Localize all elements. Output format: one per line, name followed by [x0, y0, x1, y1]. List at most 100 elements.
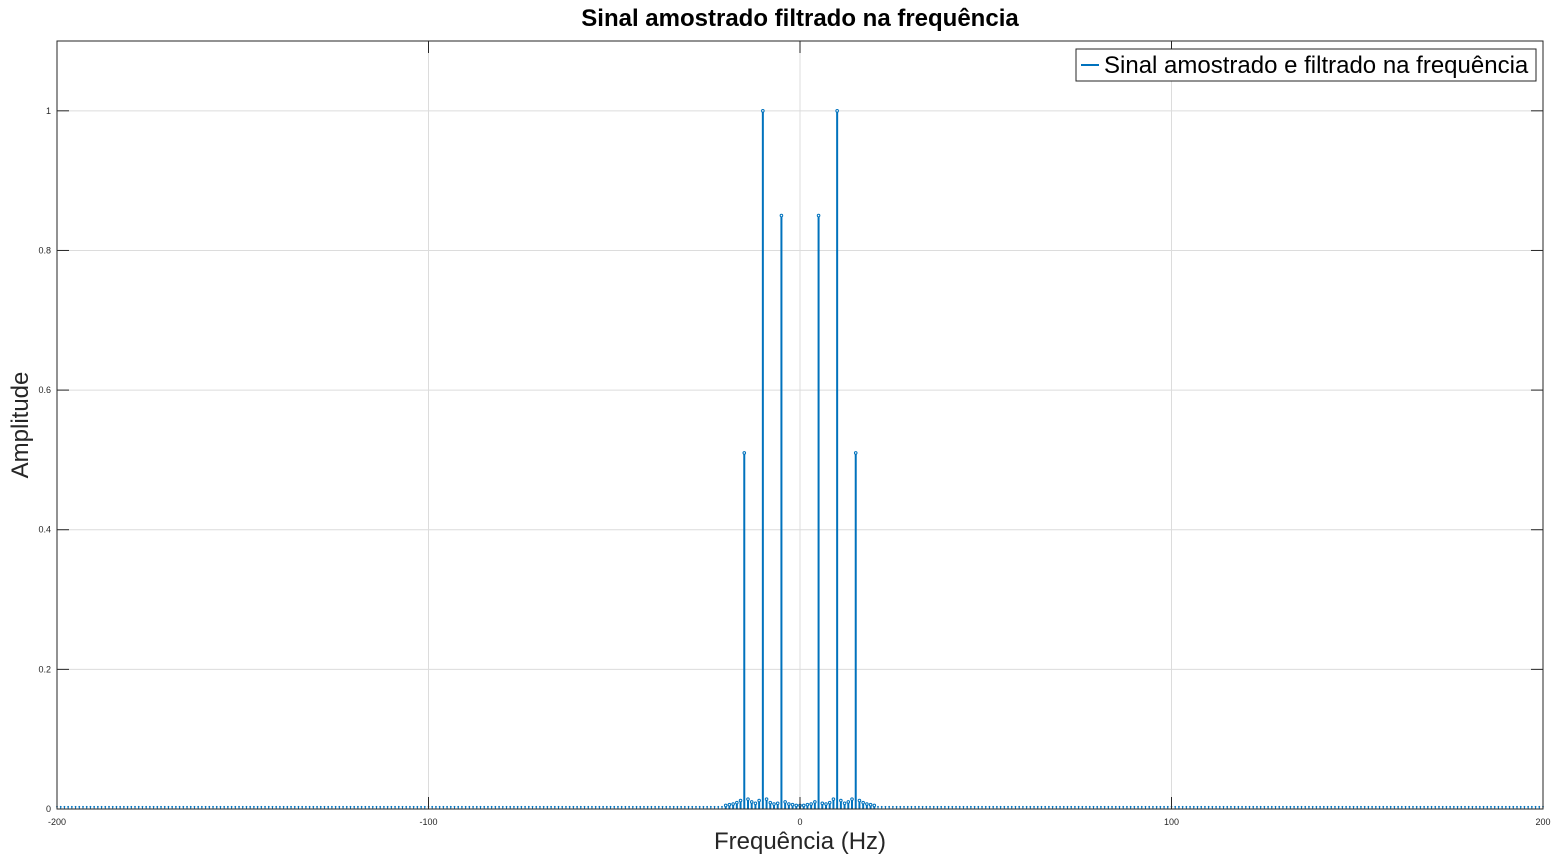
baseline-marker: [639, 805, 642, 808]
baseline-marker: [1516, 805, 1518, 808]
baseline-marker: [204, 805, 207, 808]
baseline-marker: [119, 805, 122, 808]
stem-marker: [850, 797, 854, 801]
stem-marker: [868, 802, 873, 807]
y-tick-label: 1: [46, 106, 51, 116]
baseline-marker: [1345, 805, 1348, 808]
stem-marker: [835, 109, 839, 113]
baseline-marker: [386, 805, 389, 808]
baseline-marker: [200, 805, 203, 808]
baseline-marker: [1192, 805, 1195, 808]
plot-area: [56, 40, 1544, 810]
baseline-marker: [74, 805, 77, 808]
baseline-marker: [397, 805, 400, 808]
stem-marker: [865, 802, 869, 806]
stem-marker: [790, 802, 795, 807]
baseline-marker: [316, 805, 318, 808]
y-tick-label: 0.2: [38, 664, 51, 674]
baseline-marker: [1129, 805, 1132, 808]
baseline-marker: [1337, 805, 1340, 808]
baseline-marker: [1241, 805, 1243, 808]
baseline-marker: [546, 805, 549, 808]
baseline-marker: [1074, 805, 1076, 808]
baseline-marker: [903, 805, 905, 808]
baseline-marker: [691, 805, 694, 808]
baseline-marker: [264, 805, 266, 808]
baseline-marker: [617, 805, 619, 808]
x-tick-label: 0: [797, 817, 802, 827]
baseline-marker: [1144, 805, 1147, 808]
baseline-marker: [579, 805, 582, 808]
baseline-marker: [156, 805, 159, 808]
baseline-marker: [669, 805, 671, 808]
baseline-marker: [1103, 805, 1106, 808]
baseline-marker: [1386, 805, 1388, 808]
baseline-marker: [290, 805, 292, 808]
baseline-marker: [557, 805, 560, 808]
baseline-marker: [1478, 805, 1481, 808]
stem-marker: [831, 797, 836, 801]
baseline-marker: [1289, 805, 1292, 808]
baseline-marker: [1230, 805, 1232, 808]
baseline-marker: [501, 805, 504, 808]
baseline-marker: [371, 805, 374, 808]
baseline-marker: [1471, 805, 1474, 808]
stem-marker: [723, 803, 728, 808]
baseline-marker: [267, 805, 270, 808]
baseline-marker: [672, 805, 675, 808]
baseline-marker: [219, 805, 222, 808]
baseline-marker: [1036, 805, 1039, 808]
baseline-marker: [1196, 805, 1199, 808]
baseline-marker: [709, 805, 712, 808]
baseline-marker: [1304, 805, 1307, 808]
baseline-marker: [631, 805, 634, 808]
baseline-marker: [1059, 805, 1061, 808]
baseline-marker: [591, 805, 593, 808]
baseline-marker: [394, 805, 396, 808]
stem-marker: [757, 798, 761, 803]
baseline-marker: [513, 805, 515, 808]
baseline-marker: [338, 805, 341, 808]
baseline-marker: [163, 805, 166, 808]
baseline-marker: [160, 805, 162, 808]
baseline-marker: [1393, 805, 1396, 808]
stem-marker: [872, 803, 877, 808]
legend-box: [1075, 48, 1537, 82]
baseline-marker: [435, 805, 437, 808]
baseline-marker: [260, 805, 263, 808]
baseline-marker: [899, 805, 902, 808]
baseline-marker: [1256, 805, 1258, 808]
baseline-marker: [1114, 805, 1117, 808]
baseline-marker: [1081, 805, 1084, 808]
y-tick-label: 0: [46, 804, 51, 814]
baseline-marker: [293, 805, 296, 808]
baseline-marker: [405, 805, 408, 808]
baseline-marker: [657, 805, 660, 808]
stem-marker: [768, 800, 773, 805]
baseline-marker: [1348, 805, 1351, 808]
baseline-marker: [327, 805, 330, 808]
legend[interactable]: Sinal amostrado e filtrado na frequência: [1075, 48, 1537, 82]
baseline-marker: [1430, 805, 1433, 808]
baseline-marker: [1400, 805, 1403, 808]
baseline-marker: [561, 805, 564, 808]
y-tick-label: 0.8: [38, 245, 51, 255]
baseline-marker: [282, 805, 285, 808]
baseline-marker: [531, 805, 534, 808]
baseline-marker: [1152, 805, 1154, 808]
baseline-marker: [449, 805, 452, 808]
baseline-marker: [1282, 805, 1284, 808]
stem-marker: [783, 800, 787, 804]
stem-marker: [775, 801, 780, 806]
baseline-marker: [256, 805, 259, 808]
baseline-marker: [981, 805, 983, 808]
baseline-marker: [301, 805, 304, 808]
baseline-marker: [145, 805, 148, 808]
baseline-marker: [910, 805, 913, 808]
baseline-marker: [1166, 805, 1169, 808]
baseline-marker: [1174, 805, 1177, 808]
baseline-marker: [468, 805, 471, 808]
baseline-marker: [1330, 805, 1333, 808]
baseline-marker: [1215, 805, 1217, 808]
